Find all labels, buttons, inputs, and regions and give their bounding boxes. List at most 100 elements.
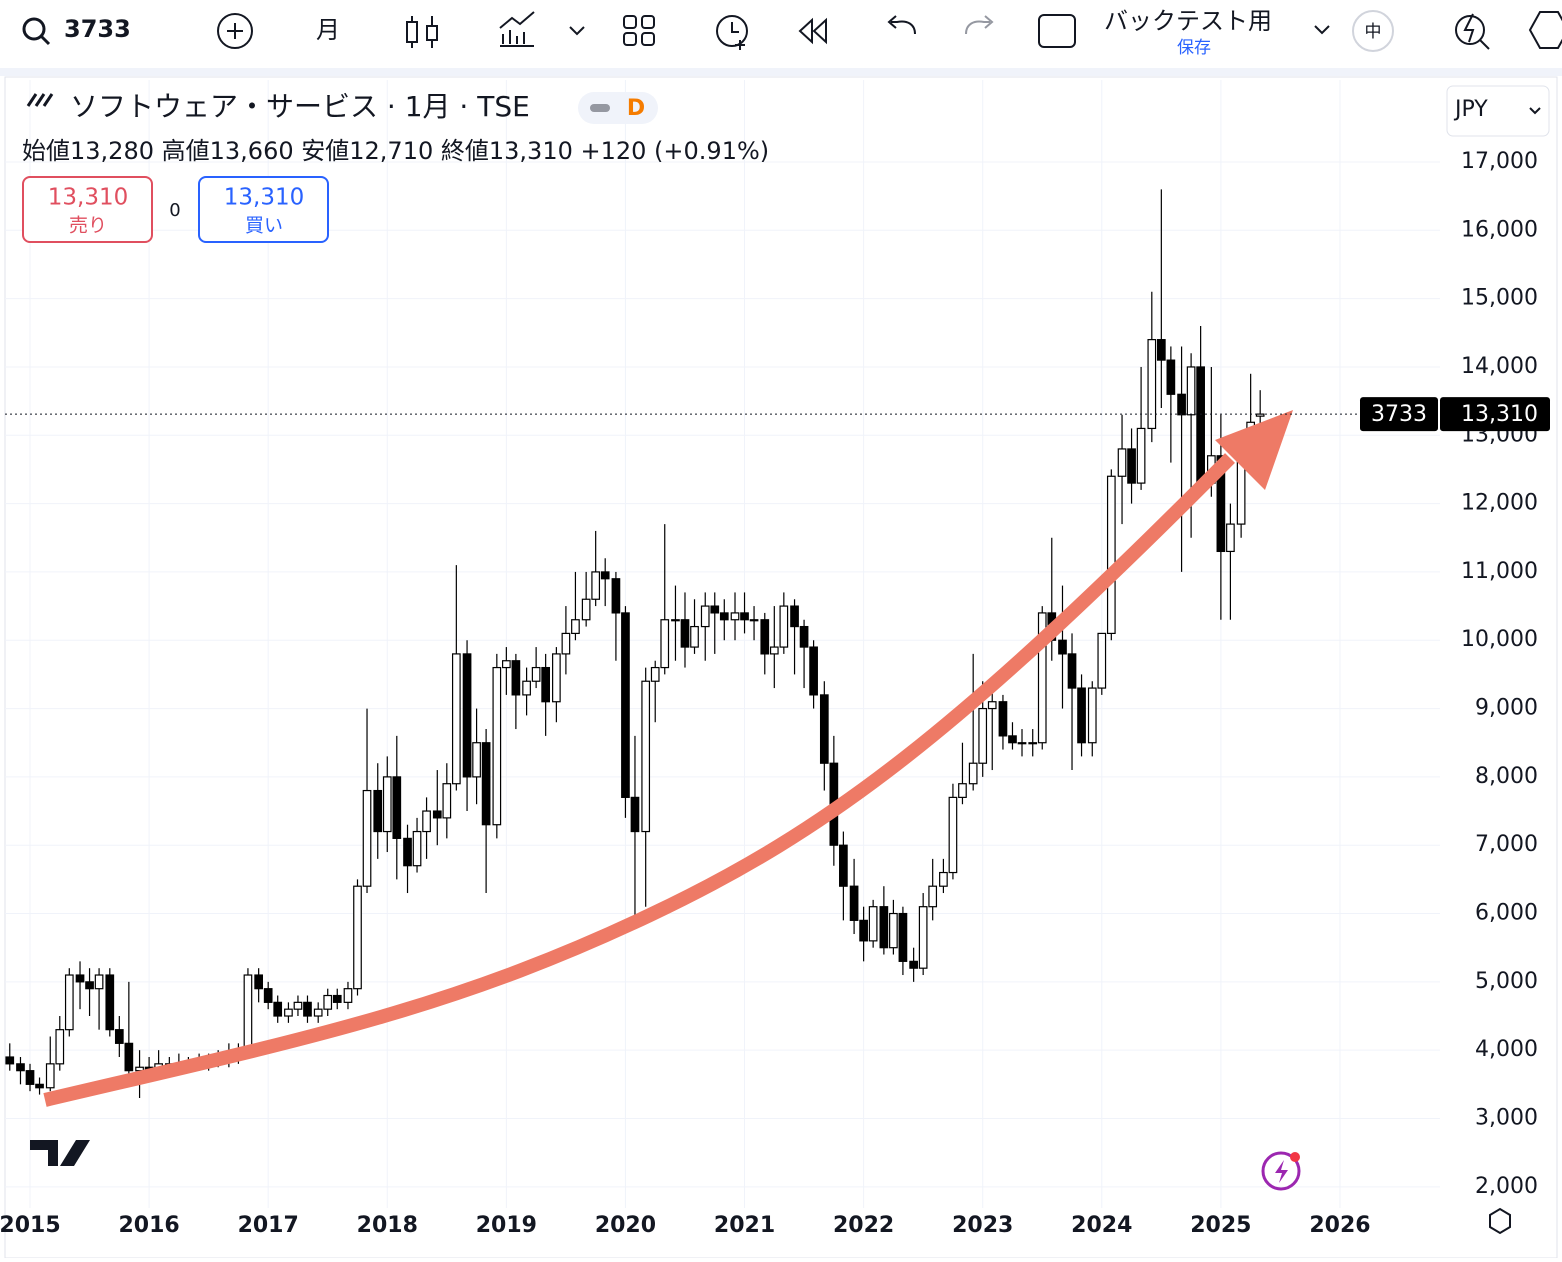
candle-body [55,1029,65,1065]
candle-body [1106,475,1116,635]
chart-pane [4,76,1558,1259]
candle-body [968,762,978,785]
avatar[interactable] [1352,10,1394,52]
candle-body [809,646,818,696]
y-tick-label: 8,000 [1475,764,1538,789]
candle-body [85,981,94,990]
x-tick-label: 2018 [357,1213,418,1238]
candle-body [978,707,988,764]
candle-icon [406,21,418,43]
dropdown[interactable] [569,26,585,36]
candle-body [1226,523,1235,553]
spread: 0 [169,200,180,221]
price-tag-value: 13,310 [1461,402,1538,427]
change: +120 (+0.91%) [581,137,770,165]
currency-select[interactable] [1446,85,1550,137]
candle-body [552,653,561,703]
candle-body [45,1063,55,1089]
candle-body [1196,366,1205,484]
layout-icon [641,15,655,29]
candle-body [451,653,461,785]
candle-body [1067,653,1077,689]
search-icon[interactable] [22,17,46,41]
candle-body [114,1029,124,1044]
candle-body [1028,742,1038,745]
value: 13,660 [210,137,294,165]
candle-body [928,885,938,908]
candle-body [918,906,928,969]
quick-search[interactable] [1455,15,1485,45]
interval[interactable]: 月 [316,16,340,44]
candle-icon [426,25,438,41]
ohlc-line: 始値13,280 高値13,660 安値12,710 終値13,310 +120… [22,137,769,165]
candle-body [432,810,442,819]
layout-icon[interactable] [623,15,637,29]
add-icon [227,23,243,39]
alert-icon[interactable] [716,15,748,47]
y-tick-label: 16,000 [1461,217,1538,242]
candle-body [819,694,829,764]
x-tick-label: 2022 [833,1213,894,1238]
badge-label: D [627,96,645,121]
y-tick-label: 2,000 [1475,1174,1538,1199]
symbol[interactable]: 3733 [64,15,131,43]
candle-body [740,612,749,621]
candle-body [700,605,710,628]
indicator-icon[interactable] [499,11,535,47]
candle-body [889,912,898,949]
candle-body [105,974,115,1031]
symbol-logo [26,93,54,107]
separator [0,68,1562,76]
value: 13,310 [489,137,573,165]
x-tick-label: 2024 [1071,1213,1132,1238]
candle-body [1156,339,1166,361]
x-tick-label: 2026 [1309,1213,1370,1238]
candle-body [35,1083,44,1089]
assistant-icon[interactable] [1261,1151,1301,1191]
redo-icon[interactable] [965,15,994,35]
candle-body [998,701,1008,737]
candle-body [779,605,789,648]
backtest-title[interactable]: バックテスト用 [1104,7,1272,35]
label: 高値 [162,137,210,165]
candle-body [481,742,491,826]
candle-body [769,646,779,655]
candle-body [987,701,997,710]
candle-body [650,666,660,682]
settings-icon[interactable] [1489,1207,1511,1235]
candle-body [94,974,104,990]
save-label[interactable]: 保存 [1177,38,1211,58]
candle-body [502,660,511,669]
candle-body [799,625,809,648]
candle-body [1077,687,1086,744]
candle-body [303,1001,312,1017]
candle-body [362,789,372,887]
sell-button[interactable] [22,176,153,243]
candle-body [879,906,889,949]
y-tick-label: 12,000 [1461,491,1538,516]
dropdown[interactable] [1314,25,1330,35]
candle-body [124,1042,134,1072]
candle-body [1136,427,1146,484]
candle-body [343,988,353,1003]
candle-body [5,1056,15,1065]
candle-body [621,612,630,798]
settings-icon[interactable] [1528,11,1562,49]
candle-body [939,871,948,887]
badge[interactable] [578,92,658,124]
candle-body [1087,687,1097,744]
candle-body [868,906,878,942]
buy-price: 13,310 [224,185,304,211]
candle-body [839,844,848,887]
y-tick-label: 3,000 [1475,1105,1538,1130]
add-button[interactable] [217,13,253,49]
layout-button[interactable] [1038,14,1076,48]
trend-arrow-head [1215,410,1293,490]
y-tick-label: 7,000 [1475,832,1538,857]
replay-icon[interactable] [798,17,827,45]
candle-body [1166,359,1176,395]
buy-button[interactable] [198,176,329,243]
candle-body [462,653,472,778]
undo-icon[interactable] [887,15,916,35]
candle-body [273,1001,283,1017]
